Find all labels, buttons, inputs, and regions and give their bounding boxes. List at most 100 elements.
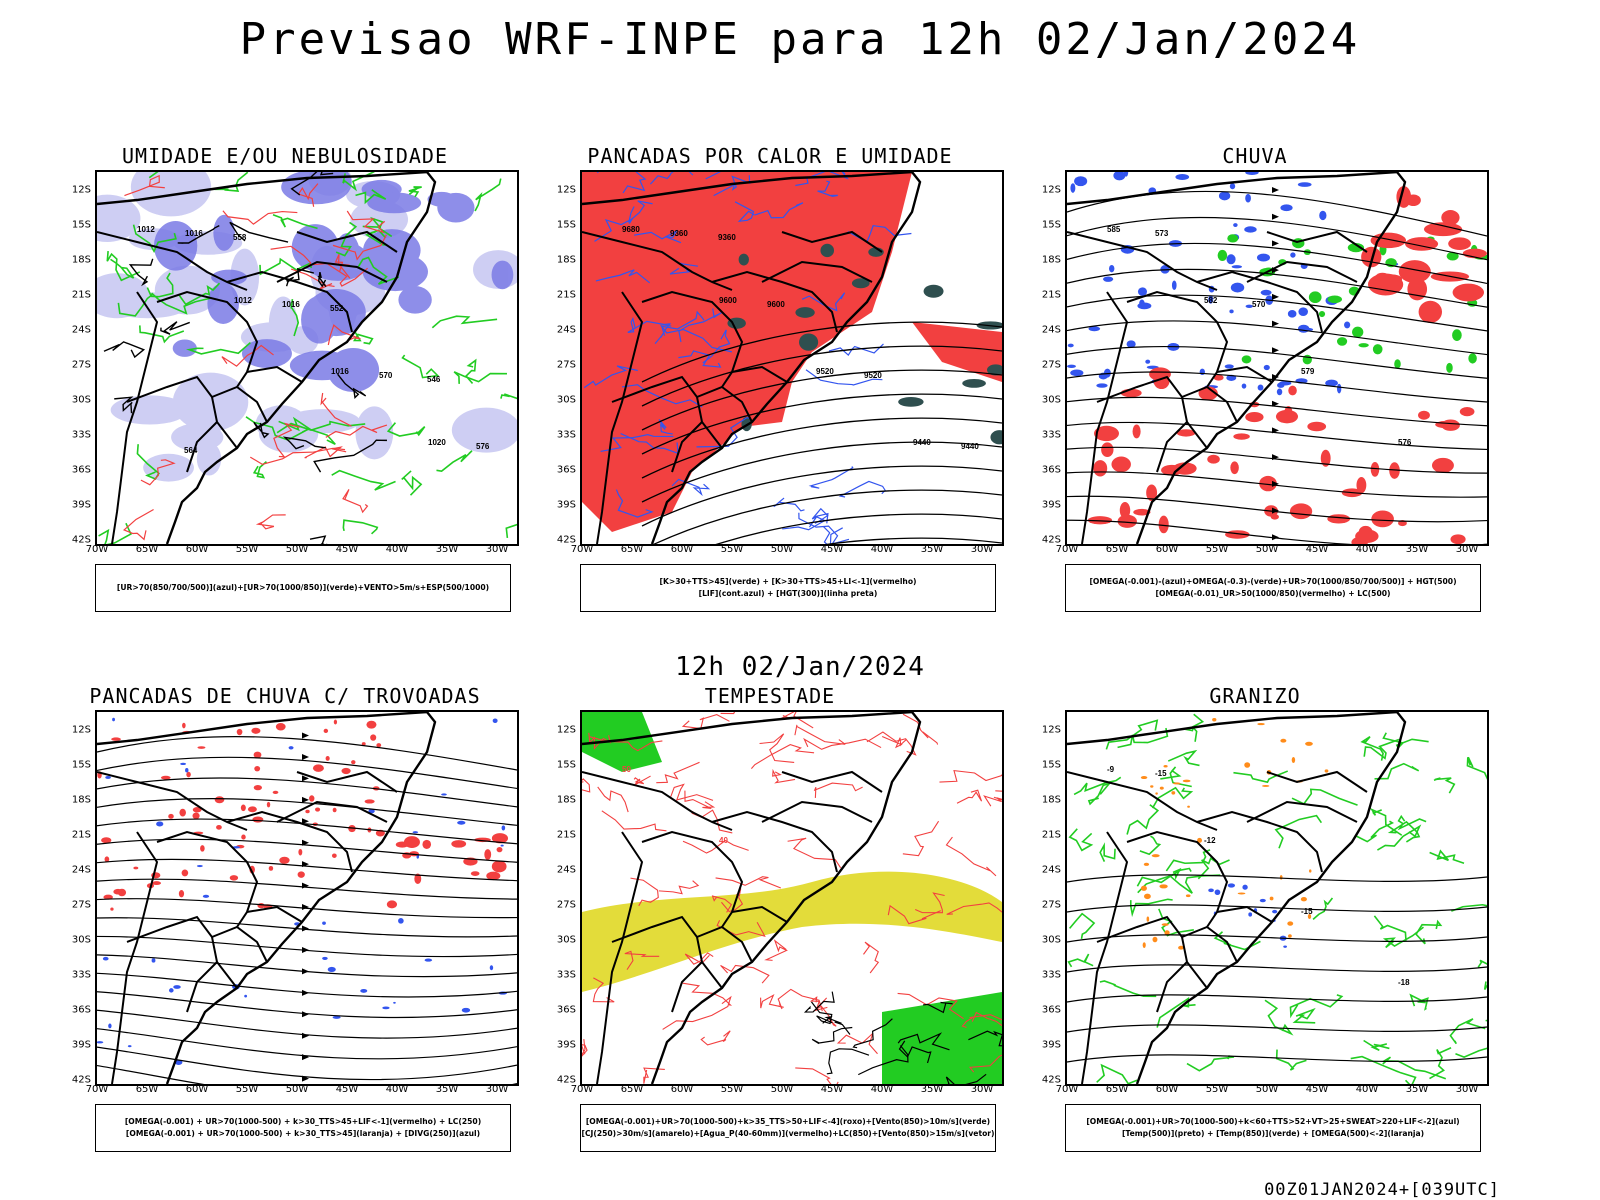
contour-line — [325, 424, 388, 438]
field-patch — [1088, 326, 1101, 332]
field-patch — [489, 965, 494, 971]
contour-line — [866, 731, 917, 756]
height-contour — [653, 489, 1002, 544]
map-borders — [582, 712, 922, 1084]
field-patch — [253, 785, 262, 791]
coastline — [1067, 712, 1407, 1084]
contour-line — [1165, 849, 1211, 872]
field-patch — [341, 767, 351, 775]
field-patch — [1229, 183, 1236, 190]
contour-line — [946, 902, 1002, 915]
field-patch — [1288, 934, 1292, 938]
contour-line — [222, 210, 298, 225]
latitude-tick-label: 36S — [71, 1004, 91, 1016]
contour-line — [1415, 919, 1443, 945]
contour-line — [1382, 926, 1424, 949]
field-patch — [1145, 359, 1151, 364]
field-patch — [241, 834, 246, 840]
field-patch — [254, 765, 261, 772]
flow-arrow — [1272, 320, 1279, 327]
country-border — [1266, 230, 1368, 253]
field-patch — [820, 243, 835, 258]
contour-line — [332, 234, 387, 261]
legend-box: [OMEGA(-0.001) + UR>70(1000-500) + k>30_… — [95, 1104, 511, 1152]
flow-arrow — [302, 925, 309, 932]
country-border — [596, 291, 644, 544]
field-patch — [1452, 329, 1462, 342]
field-patch — [281, 172, 350, 205]
contour-label: 585 — [1107, 225, 1121, 234]
contour-line — [801, 292, 846, 312]
contour-line — [670, 783, 714, 801]
contour-line — [342, 489, 369, 514]
field-patch — [1207, 454, 1220, 464]
map-borders — [582, 172, 922, 544]
panel-trovoadas: PANCADAS DE CHUVA C/ TROVOADAS 12S 15S 18S 2… — [55, 684, 519, 1174]
contour-line — [346, 210, 386, 234]
contour-line — [327, 324, 361, 346]
field-patch — [1187, 805, 1190, 808]
contour-line — [902, 820, 940, 857]
latitude-tick-label: 18S — [556, 254, 576, 266]
field-patch — [168, 813, 174, 819]
contour-line — [122, 508, 154, 541]
longitude-tick-label: 35W — [920, 544, 944, 555]
longitude-tick-label: 30W — [970, 544, 994, 555]
contour-line — [313, 439, 387, 473]
latitude-tick-label: 18S — [1041, 794, 1061, 806]
flow-arrow — [1272, 427, 1279, 434]
country-border — [1181, 925, 1238, 963]
flow-arrow — [302, 753, 309, 760]
latitude-tick-label: 27S — [1041, 899, 1061, 911]
contour-line — [811, 1026, 853, 1045]
field-patch — [1327, 295, 1343, 304]
field-patch — [305, 809, 310, 814]
field-patch — [1151, 854, 1160, 858]
country-border — [731, 365, 788, 383]
contour-line — [633, 229, 682, 244]
field-patch — [1367, 273, 1404, 296]
field-patch — [298, 848, 303, 856]
latitude-tick-label: 42S — [1041, 534, 1061, 546]
field-patch — [202, 894, 210, 898]
legend-line: [CJ(250)>30m/s](amarelo)+[Agua_P(40-60mm… — [581, 1129, 995, 1138]
contour-line — [838, 480, 886, 498]
contour-line — [1105, 719, 1159, 750]
field-patch — [108, 1023, 112, 1029]
contour-line — [290, 172, 334, 196]
streamline — [97, 1028, 517, 1060]
contour-line — [1483, 981, 1487, 990]
latitude-tick-label: 24S — [71, 864, 91, 876]
streamline — [97, 818, 517, 845]
contour-line — [252, 461, 267, 479]
field-patch — [172, 339, 197, 357]
country-border — [1181, 385, 1238, 423]
temp-500-contour — [1067, 1054, 1487, 1063]
field-patch — [97, 194, 141, 242]
contour-label: 552 — [330, 304, 344, 313]
flow-arrow — [302, 775, 309, 782]
field-patch — [422, 839, 432, 850]
forecast-map-svg: 50 40 — [582, 712, 1002, 1084]
streamline — [97, 756, 517, 790]
field-patch — [1431, 457, 1454, 473]
field-patch — [1257, 384, 1264, 391]
country-border — [211, 925, 268, 963]
height-contour — [641, 465, 1002, 527]
country-border — [671, 421, 703, 473]
flow-arrow — [302, 968, 309, 975]
legend-box: [UR>70(850/700/500)](azul)+[UR>70(1000/8… — [95, 564, 511, 612]
page-title: Previsao WRF-INPE para 12h 02/Jan/2024 — [239, 14, 1361, 65]
field-patch — [1327, 514, 1351, 524]
contour-line — [983, 795, 1002, 807]
field-patch — [252, 816, 264, 823]
contour-label: 576 — [476, 442, 490, 451]
contour-line — [1213, 931, 1261, 951]
field-patch — [738, 253, 749, 266]
latitude-tick-label: 30S — [1041, 394, 1061, 406]
contour-line — [863, 941, 880, 974]
streamline — [1067, 471, 1487, 498]
contour-line — [1156, 996, 1196, 1028]
field-patch — [288, 746, 294, 750]
forecast-map: 50 40 — [580, 710, 1004, 1086]
